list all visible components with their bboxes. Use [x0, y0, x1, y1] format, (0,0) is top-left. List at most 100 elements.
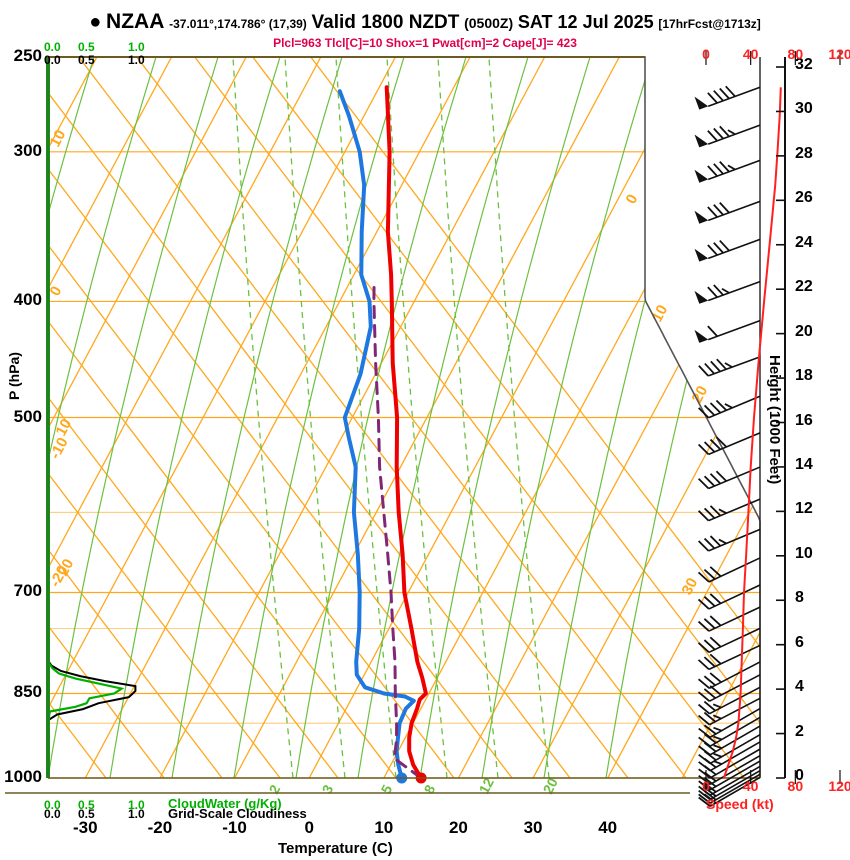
valid-time: Valid 1800 NZDT	[311, 12, 460, 33]
mixing-ratio-label: 2	[266, 782, 284, 797]
forecast-hour: [17hrFcst@1713z]	[658, 17, 761, 31]
cloudwater-tick-top-2: 1.0	[128, 40, 145, 54]
valid-time-zulu: (0500Z)	[464, 15, 514, 31]
temperature-tick-0: 0	[304, 818, 314, 837]
isotherm-label: 30	[679, 575, 702, 598]
station-dot-icon: ●	[89, 11, 102, 33]
cloudiness-tick-top-0: 0.0	[44, 53, 61, 67]
cloudwater-tick-top-0: 0.0	[44, 40, 61, 54]
height-tick-32: 32	[795, 56, 813, 73]
page-title: ● NZAA -37.011°,174.786° (17,39) Valid 1…	[0, 10, 850, 34]
wind-barb	[698, 716, 761, 747]
pressure-axis-label: P (hPa)	[6, 352, 22, 400]
wind-barb	[697, 697, 761, 726]
station-coordinates: -37.011°,174.786° (17,39)	[169, 17, 307, 31]
speed-tick-top-80: 80	[787, 46, 804, 62]
wind-barb	[694, 280, 761, 304]
speed-tick-top-0: 0	[702, 46, 710, 62]
temperature-tick--10: -10	[222, 818, 247, 837]
cloudwater-tick-bottom-0: 0.0	[44, 798, 61, 812]
isotherm-label: 10	[53, 416, 76, 439]
height-tick-22: 22	[795, 278, 813, 296]
isotherm-label: 20	[55, 556, 78, 579]
station-id: NZAA	[106, 10, 165, 33]
pressure-tick-850: 850	[13, 682, 42, 702]
wind-barb	[698, 395, 761, 419]
temperature-tick-10: 10	[374, 818, 394, 837]
pressure-tick-1000: 1000	[4, 767, 42, 786]
temperature-tick--20: -20	[147, 818, 173, 837]
speed-axis-label: Speed (kt)	[706, 796, 774, 812]
wind-barb	[698, 748, 761, 779]
height-tick-28: 28	[795, 144, 813, 162]
cloudiness-tick-bottom-1: 0.5	[78, 807, 95, 821]
pressure-tick-250: 250	[13, 46, 42, 65]
mixing-ratio-label: 12	[476, 775, 498, 796]
speed-tick-bottom-80: 80	[787, 778, 804, 794]
wind-barb	[697, 557, 761, 583]
cloudiness-tick-top-1: 0.5	[78, 53, 95, 67]
pressure-tick-300: 300	[13, 140, 42, 160]
wind-barb	[694, 85, 761, 110]
wind-barb	[697, 674, 761, 702]
isotherm-gridlines	[48, 57, 760, 778]
height-tick-24: 24	[795, 233, 813, 251]
height-tick-20: 20	[795, 322, 813, 340]
mixing-ratio-label: 8	[421, 782, 439, 797]
height-tick-0: 0	[795, 767, 804, 784]
height-tick-14: 14	[795, 455, 813, 473]
speed-tick-top-40: 40	[742, 46, 759, 62]
wind-speed-profile	[722, 87, 782, 779]
height-axis-label: Height (1000 Feet)	[766, 355, 783, 485]
trace-dewpoint	[337, 89, 416, 780]
dry-adiabat-gridlines	[48, 57, 760, 778]
cloudwater-legend-label: CloudWater (g/Kg)	[168, 796, 282, 811]
mixing-ratio-gridlines	[232, 57, 550, 778]
cloudiness-tick-top-2: 1.0	[128, 53, 145, 67]
wind-barb	[698, 776, 761, 807]
wind-barb	[698, 356, 761, 377]
pressure-tick-500: 500	[13, 406, 42, 426]
wind-barb	[694, 124, 761, 148]
wind-barb	[698, 528, 761, 552]
speed-tick-bottom-120: 120	[828, 778, 850, 794]
height-tick-10: 10	[795, 544, 813, 562]
cloudiness-legend-label: Grid-Scale Cloudiness	[168, 806, 307, 821]
height-tick-18: 18	[795, 367, 813, 385]
mixing-ratio-label: 5	[378, 782, 396, 797]
sounding-traces	[337, 85, 428, 780]
temperature-tick-20: 20	[448, 818, 468, 837]
height-tick-30: 30	[795, 100, 813, 118]
wind-barb	[694, 319, 761, 343]
valid-date: SAT 12 Jul 2025	[517, 12, 654, 32]
speed-tick-bottom-0: 0	[702, 778, 710, 794]
pressure-tick-700: 700	[13, 581, 42, 601]
wind-barb	[697, 644, 761, 671]
sounding-stats: Plcl=963 Tlcl[C]=10 Shox=1 Pwat[cm]=2 Ca…	[273, 36, 577, 50]
wind-barb	[694, 159, 761, 183]
height-tick-16: 16	[795, 411, 813, 429]
wind-barb-column	[694, 57, 761, 807]
mixing-ratio-label: 3	[319, 782, 337, 797]
temperature-axis-label: Temperature (C)	[278, 840, 393, 857]
moist-adiabat-gridlines	[48, 57, 760, 778]
wind-barb	[697, 584, 761, 610]
wind-barb	[698, 498, 761, 522]
wind-barb	[697, 661, 761, 690]
wind-barb	[698, 432, 761, 456]
cloudwater-tick-bottom-2: 1.0	[128, 798, 145, 812]
speed-tick-bottom-40: 40	[742, 778, 759, 794]
isotherm-label: -10	[47, 435, 72, 462]
wind-barb	[694, 238, 761, 262]
speed-tick-top-120: 120	[828, 46, 850, 62]
height-tick-8: 8	[795, 589, 804, 607]
height-tick-26: 26	[795, 189, 813, 207]
temperature-tick--30: -30	[73, 818, 98, 837]
pressure-tick-400: 400	[13, 290, 42, 310]
wind-barb	[697, 686, 761, 715]
cloudiness-tick-bottom-0: 0.0	[44, 807, 61, 821]
cloudwater-tick-bottom-1: 0.5	[78, 798, 95, 812]
isotherm-label: 20	[689, 383, 712, 406]
isobar-gridlines	[48, 56, 760, 779]
